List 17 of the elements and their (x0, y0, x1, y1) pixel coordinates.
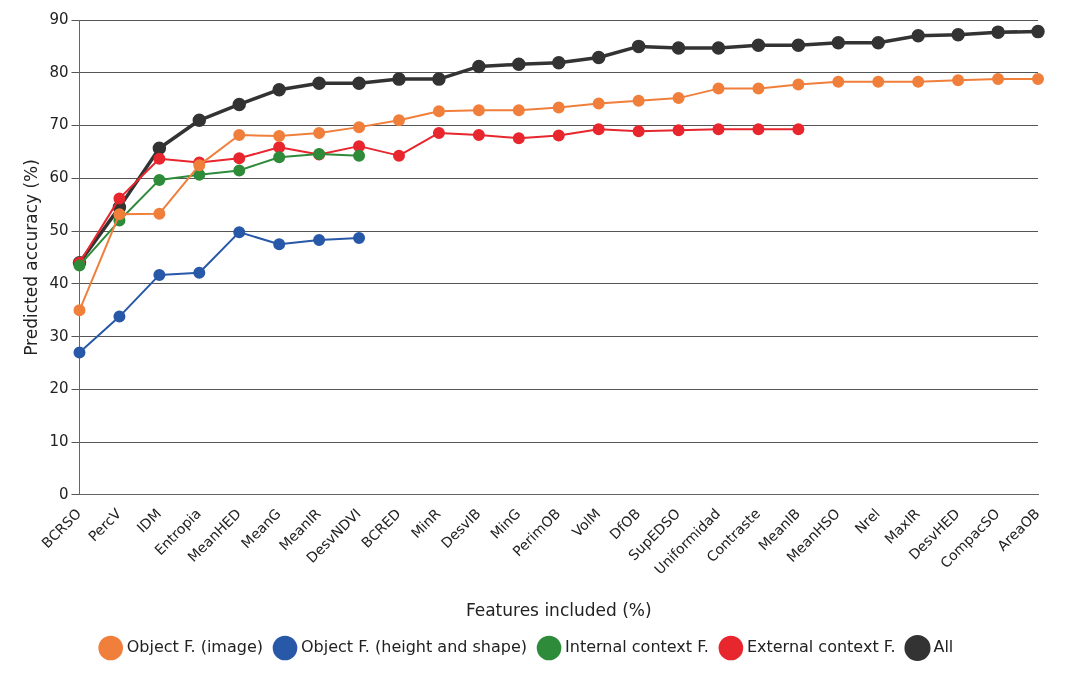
y-tick-label: 50 (49, 220, 69, 239)
y-tick-label: 60 (49, 168, 69, 187)
y-tick-label: 80 (49, 62, 69, 81)
y-tick-label: 0 (58, 484, 69, 503)
x-axis-title: Features included (%) (465, 600, 652, 621)
y-tick-label: 20 (49, 379, 69, 398)
legend-label: All (933, 637, 954, 657)
y-axis-title: Predicted accuracy (%) (20, 159, 41, 356)
legend-label: Internal context F. (565, 637, 709, 657)
y-tick-label: 70 (49, 115, 69, 134)
legend-label: Object F. (image) (126, 637, 264, 657)
y-tick-label: 10 (49, 432, 69, 451)
legend-label: External context F. (746, 637, 896, 657)
legend-label: Object F. (height and shape) (301, 637, 528, 657)
y-tick-label: 30 (49, 326, 69, 345)
y-tick-label: 90 (49, 9, 69, 28)
y-tick-label: 40 (49, 273, 69, 292)
